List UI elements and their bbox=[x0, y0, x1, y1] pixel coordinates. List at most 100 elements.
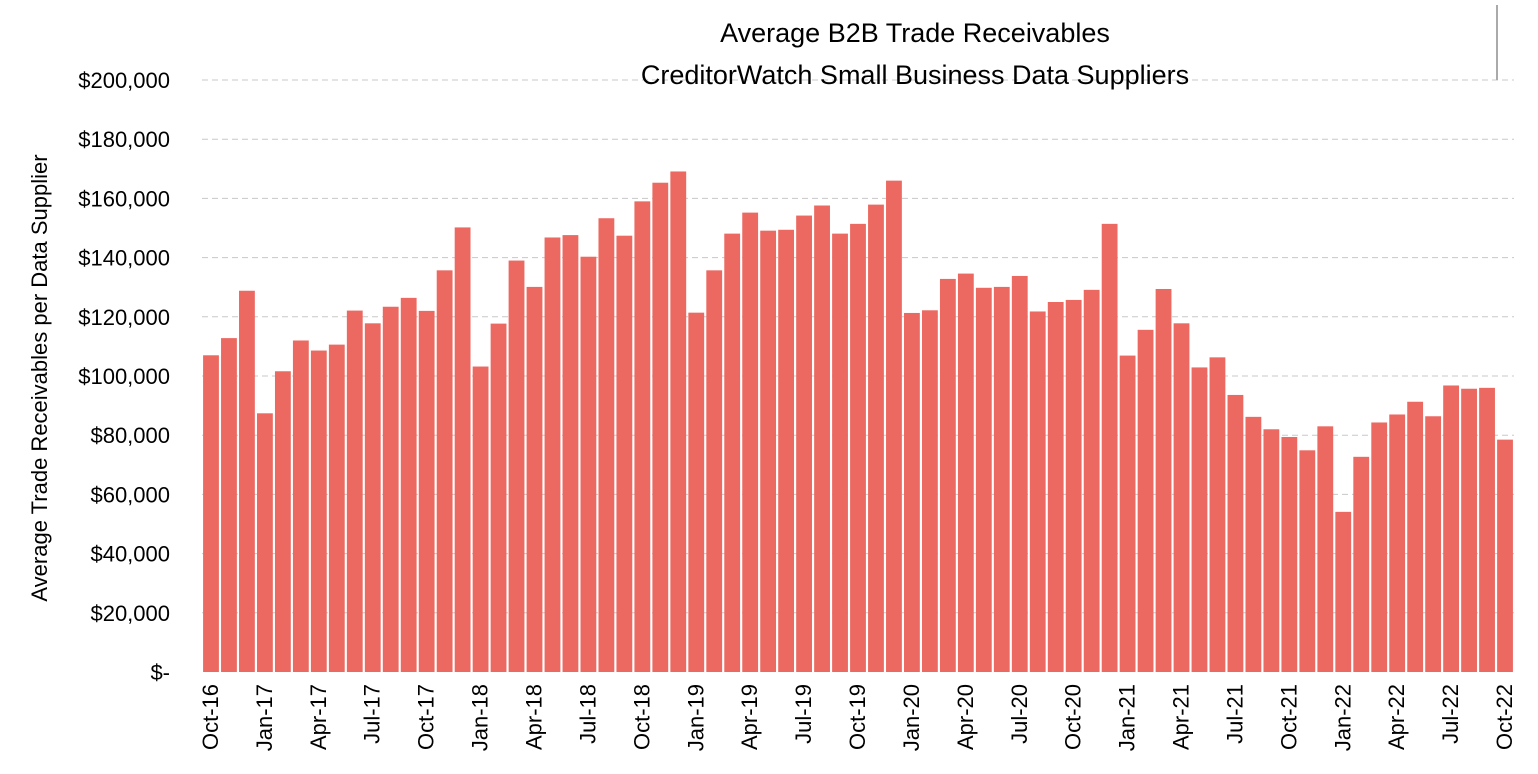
bar-jul-18 bbox=[580, 256, 597, 672]
bar-jun-21 bbox=[1209, 357, 1226, 672]
bar-jun-17 bbox=[346, 310, 363, 672]
y-axis-label: Average Trade Receivables per Data Suppl… bbox=[27, 154, 52, 601]
bar-may-18 bbox=[544, 237, 561, 672]
bar-oct-17 bbox=[418, 310, 435, 672]
bar-dec-16 bbox=[239, 290, 255, 672]
bar-jan-19 bbox=[688, 312, 705, 672]
x-tick-label: Jul-21 bbox=[1222, 684, 1247, 744]
bar-feb-19 bbox=[706, 270, 723, 672]
bar-jul-20 bbox=[1011, 275, 1028, 672]
bar-nov-19 bbox=[868, 204, 884, 672]
bar-jan-22 bbox=[1335, 511, 1352, 672]
bar-may-20 bbox=[975, 287, 992, 672]
bar-jul-19 bbox=[796, 215, 812, 672]
bar-nov-18 bbox=[652, 182, 669, 672]
bar-nov-21 bbox=[1299, 450, 1316, 672]
bar-nov-20 bbox=[1083, 289, 1100, 672]
x-tick-label: Jan-21 bbox=[1115, 684, 1140, 751]
y-tick-label: $160,000 bbox=[78, 186, 170, 211]
bar-sep-20 bbox=[1047, 302, 1064, 672]
bar-oct-20 bbox=[1065, 299, 1082, 672]
bar-aug-21 bbox=[1245, 416, 1262, 672]
bar-may-21 bbox=[1191, 367, 1208, 672]
bar-aug-20 bbox=[1029, 311, 1046, 672]
bar-jun-20 bbox=[993, 286, 1010, 672]
bar-dec-18 bbox=[670, 171, 687, 672]
x-tick-label: Apr-22 bbox=[1384, 684, 1409, 750]
bar-aug-18 bbox=[598, 218, 615, 673]
bar-apr-19 bbox=[742, 212, 759, 673]
x-tick-label: Oct-18 bbox=[629, 684, 654, 750]
bar-apr-21 bbox=[1173, 323, 1190, 672]
y-tick-label: $140,000 bbox=[78, 246, 170, 271]
bar-sep-18 bbox=[616, 235, 633, 672]
y-tick-label: $80,000 bbox=[90, 423, 170, 448]
bar-dec-20 bbox=[1101, 223, 1118, 673]
bar-oct-21 bbox=[1281, 436, 1298, 672]
bar-dec-17 bbox=[454, 227, 471, 672]
bar-mar-22 bbox=[1371, 422, 1388, 672]
y-tick-label: $20,000 bbox=[90, 601, 170, 626]
x-tick-label: Apr-18 bbox=[521, 684, 546, 750]
x-tick-label: Jan-20 bbox=[899, 684, 924, 751]
x-tick-label: Jul-19 bbox=[791, 684, 816, 744]
y-axis-ticks: $- $20,000 $40,000 $60,000 $80,000 $100,000 $1… bbox=[78, 68, 170, 685]
bar-apr-22 bbox=[1389, 414, 1406, 672]
bar-jan-18 bbox=[472, 366, 489, 672]
bar-aug-22 bbox=[1461, 388, 1477, 672]
bar-jul-22 bbox=[1443, 385, 1460, 672]
x-tick-label: Jan-17 bbox=[252, 684, 277, 751]
bar-mar-18 bbox=[508, 260, 525, 672]
x-tick-label: Oct-21 bbox=[1276, 684, 1301, 750]
bar-feb-17 bbox=[274, 371, 291, 672]
y-tick-label: $- bbox=[150, 660, 170, 685]
x-tick-label: Jul-18 bbox=[575, 684, 600, 744]
bar-feb-20 bbox=[921, 310, 938, 672]
y-tick-label: $40,000 bbox=[90, 542, 170, 567]
bar-mar-21 bbox=[1155, 288, 1172, 672]
bar-dec-21 bbox=[1317, 426, 1334, 672]
bar-jan-21 bbox=[1119, 355, 1136, 672]
x-tick-label: Apr-20 bbox=[953, 684, 978, 750]
x-tick-label: Jul-17 bbox=[360, 684, 385, 744]
bar-oct-19 bbox=[850, 223, 866, 673]
bar-dec-19 bbox=[886, 180, 902, 672]
bar-may-22 bbox=[1407, 401, 1424, 672]
x-tick-label: Oct-19 bbox=[845, 684, 870, 750]
bar-mar-19 bbox=[724, 233, 741, 672]
bar-feb-21 bbox=[1137, 329, 1154, 672]
bar-sep-22 bbox=[1479, 387, 1495, 672]
x-tick-label: Oct-16 bbox=[198, 684, 223, 750]
x-tick-label: Apr-21 bbox=[1169, 684, 1194, 750]
x-tick-label: Jul-20 bbox=[1007, 684, 1032, 744]
y-tick-label: $200,000 bbox=[78, 68, 170, 93]
bar-aug-19 bbox=[814, 205, 830, 672]
bars bbox=[203, 171, 1513, 673]
bar-sep-19 bbox=[832, 233, 848, 672]
x-tick-label: Jul-22 bbox=[1438, 684, 1463, 744]
bar-sep-21 bbox=[1263, 429, 1280, 672]
bar-nov-17 bbox=[436, 270, 453, 672]
y-tick-label: $100,000 bbox=[78, 364, 170, 389]
x-tick-label: Jan-22 bbox=[1330, 684, 1355, 751]
x-tick-label: Apr-19 bbox=[737, 684, 762, 750]
chart-subtitle: CreditorWatch Small Business Data Suppli… bbox=[641, 60, 1189, 90]
x-tick-label: Oct-20 bbox=[1061, 684, 1086, 750]
bar-oct-22 bbox=[1497, 439, 1513, 672]
bar-oct-18 bbox=[634, 201, 651, 673]
bar-feb-22 bbox=[1353, 456, 1370, 672]
bar-jul-21 bbox=[1227, 394, 1244, 672]
x-tick-label: Jan-18 bbox=[468, 684, 493, 751]
bar-jun-22 bbox=[1425, 416, 1442, 672]
bar-may-19 bbox=[760, 230, 777, 672]
bar-jun-18 bbox=[562, 235, 579, 672]
bar-apr-20 bbox=[957, 273, 974, 672]
bar-nov-16 bbox=[221, 338, 237, 672]
bar-mar-20 bbox=[939, 278, 956, 672]
bar-jan-17 bbox=[257, 413, 273, 672]
x-tick-label: Oct-22 bbox=[1492, 684, 1517, 750]
x-tick-label: Oct-17 bbox=[414, 684, 439, 750]
bar-apr-18 bbox=[526, 286, 543, 672]
bar-feb-18 bbox=[490, 323, 507, 672]
